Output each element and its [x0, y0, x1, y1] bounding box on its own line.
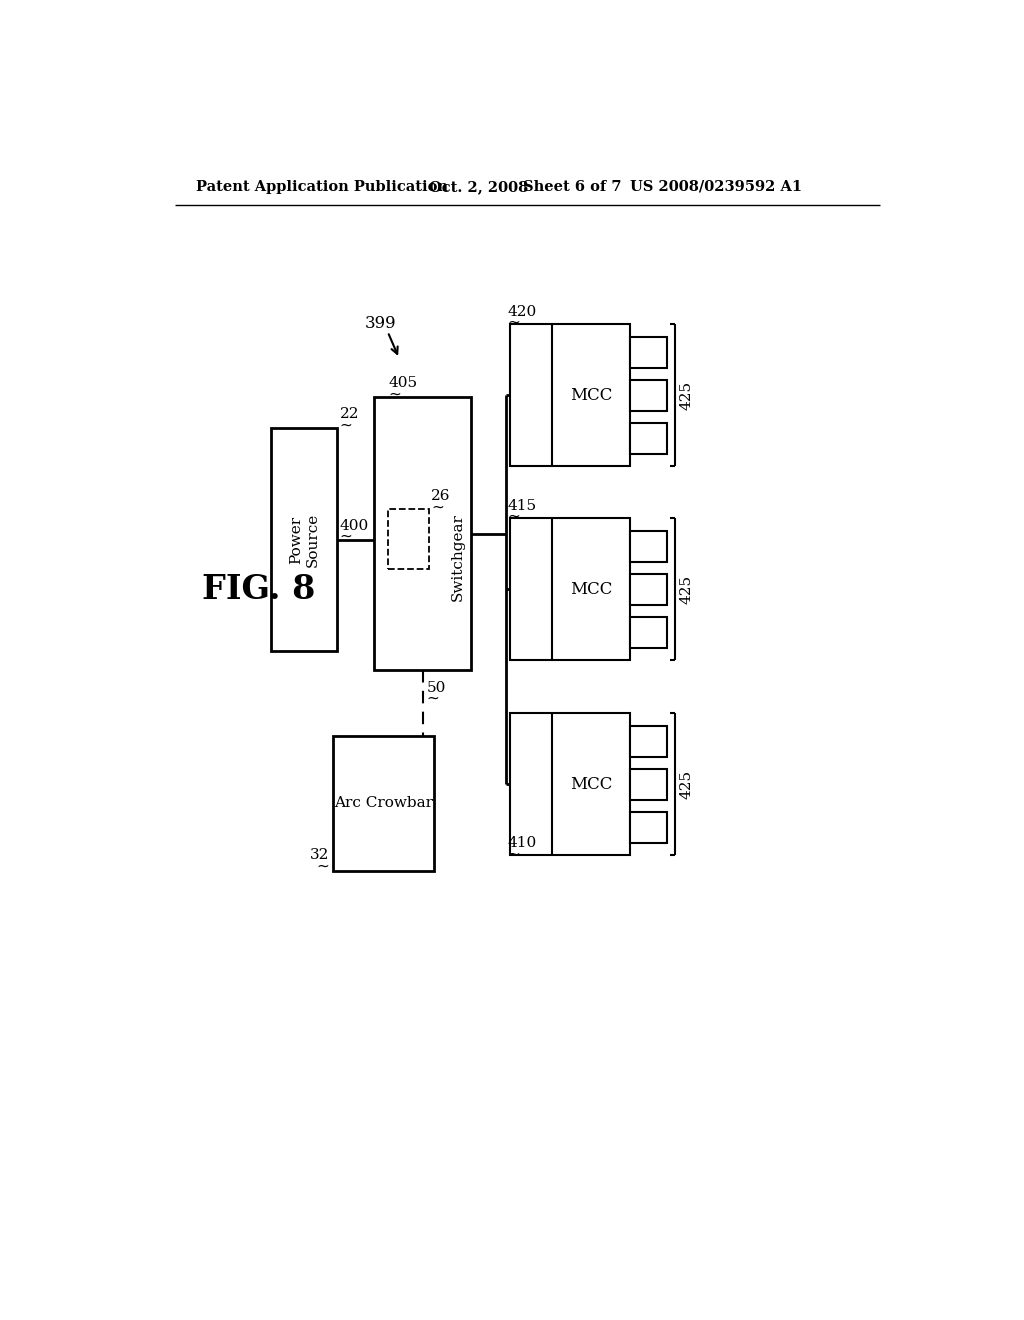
Text: 425: 425 — [680, 574, 694, 603]
Text: ~: ~ — [508, 846, 520, 861]
Bar — [630, 424, 668, 454]
Bar — [630, 812, 668, 843]
Bar — [630, 337, 668, 368]
Bar — [388, 508, 429, 569]
Text: Oct. 2, 2008: Oct. 2, 2008 — [429, 180, 528, 194]
Bar — [375, 397, 471, 671]
Text: 425: 425 — [680, 770, 694, 799]
Text: ~: ~ — [316, 858, 330, 874]
Text: MCC: MCC — [570, 776, 612, 792]
Text: Sheet 6 of 7: Sheet 6 of 7 — [523, 180, 622, 194]
Bar — [510, 713, 630, 855]
Bar — [630, 380, 668, 411]
Text: MCC: MCC — [570, 581, 612, 598]
Text: 22: 22 — [340, 407, 359, 421]
Text: 50: 50 — [427, 681, 446, 694]
Text: ~: ~ — [340, 417, 352, 433]
Text: ~: ~ — [508, 315, 520, 330]
Bar — [630, 618, 668, 648]
Text: 400: 400 — [340, 519, 369, 533]
Text: 399: 399 — [365, 315, 396, 333]
Text: 415: 415 — [508, 499, 537, 512]
Text: Switchgear: Switchgear — [451, 513, 464, 601]
Text: 425: 425 — [680, 380, 694, 409]
Text: Power
Source: Power Source — [289, 512, 319, 566]
Text: 26: 26 — [431, 490, 451, 503]
Text: ~: ~ — [431, 500, 443, 515]
Text: 405: 405 — [388, 376, 418, 391]
Bar — [510, 323, 630, 466]
Bar — [630, 531, 668, 562]
Text: US 2008/0239592 A1: US 2008/0239592 A1 — [630, 180, 803, 194]
Bar — [271, 428, 337, 651]
Bar — [630, 574, 668, 605]
Text: ~: ~ — [427, 692, 439, 706]
Bar — [630, 770, 668, 800]
Text: 410: 410 — [508, 836, 537, 850]
Text: MCC: MCC — [570, 387, 612, 404]
Text: 420: 420 — [508, 305, 537, 318]
Text: ~: ~ — [340, 529, 352, 544]
Text: ~: ~ — [508, 510, 520, 524]
Text: Arc Crowbar: Arc Crowbar — [334, 796, 433, 810]
Text: FIG. 8: FIG. 8 — [202, 573, 315, 606]
Text: Patent Application Publication: Patent Application Publication — [197, 180, 449, 194]
Bar — [334, 737, 434, 871]
Bar — [630, 726, 668, 756]
Text: ~: ~ — [388, 387, 401, 401]
Text: 32: 32 — [310, 849, 330, 862]
Bar — [510, 517, 630, 660]
